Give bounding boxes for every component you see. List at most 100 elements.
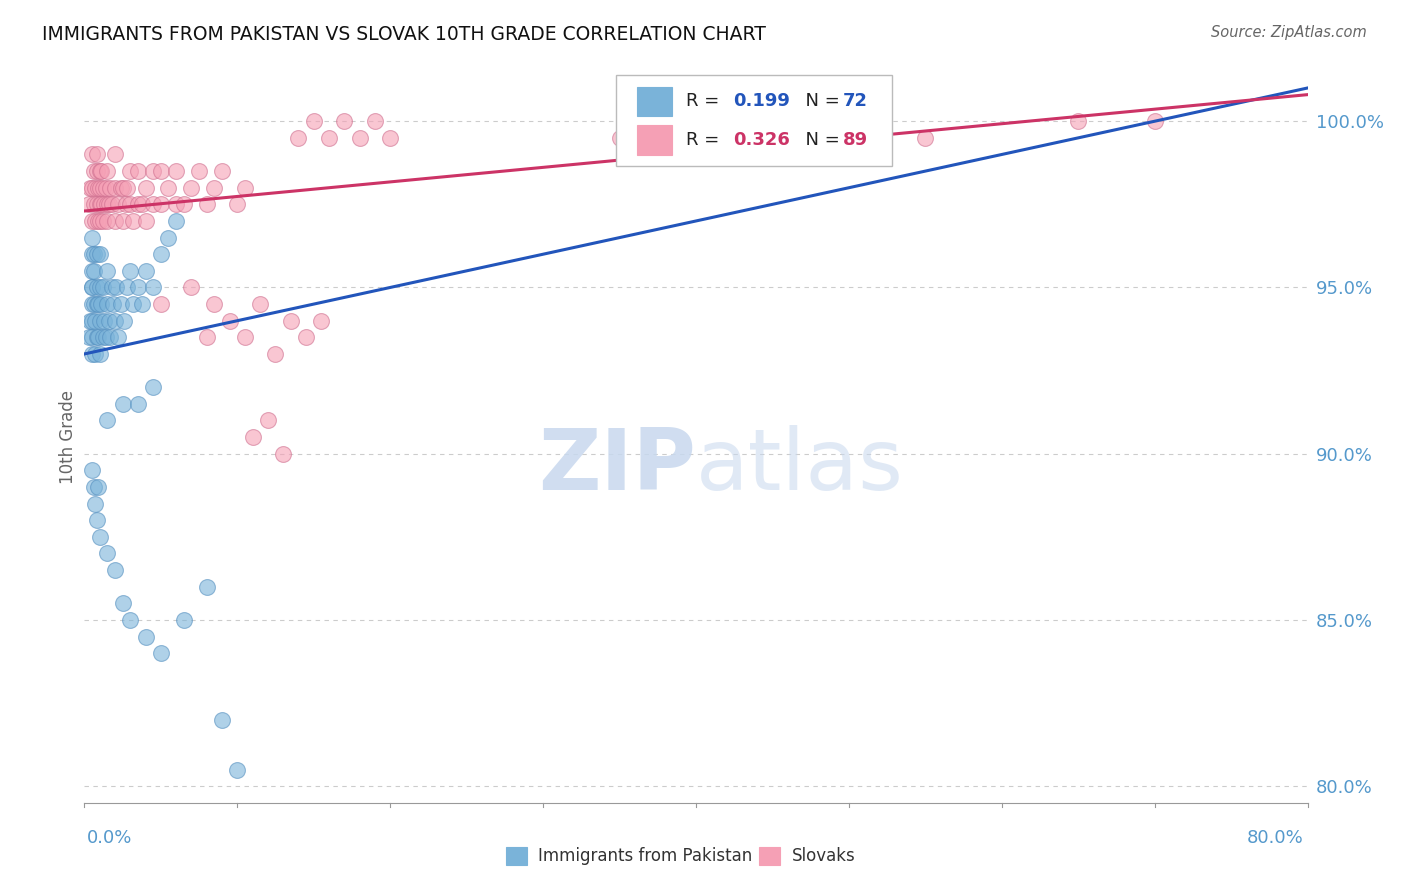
- Point: [83, 297, 105, 311]
- Point: [87, 214, 110, 228]
- Point: [91, 214, 114, 228]
- Point: [142, 164, 165, 178]
- Point: [86, 197, 108, 211]
- Text: 89: 89: [842, 131, 868, 149]
- Point: [638, 147, 661, 161]
- Point: [83, 264, 105, 278]
- Point: [93, 314, 115, 328]
- Point: [226, 197, 249, 211]
- Point: [98, 180, 121, 194]
- Text: 0.326: 0.326: [733, 131, 790, 149]
- Point: [107, 330, 129, 344]
- Point: [89, 214, 111, 228]
- Point: [91, 180, 114, 194]
- Point: [79, 314, 101, 328]
- Point: [104, 563, 127, 577]
- Point: [89, 314, 111, 328]
- Point: [89, 347, 111, 361]
- Point: [364, 114, 387, 128]
- Point: [110, 180, 132, 194]
- Text: 80.0%: 80.0%: [1247, 829, 1303, 847]
- Point: [149, 164, 172, 178]
- Text: atlas: atlas: [696, 425, 904, 508]
- Point: [115, 180, 138, 194]
- Point: [226, 763, 249, 777]
- Point: [96, 264, 118, 278]
- Point: [96, 413, 118, 427]
- Point: [84, 180, 107, 194]
- Point: [103, 297, 125, 311]
- Point: [142, 280, 165, 294]
- Point: [86, 330, 108, 344]
- Point: [80, 347, 103, 361]
- Point: [180, 280, 202, 294]
- Point: [77, 197, 100, 211]
- Point: [94, 180, 117, 194]
- Point: [89, 197, 111, 211]
- Text: R =: R =: [686, 131, 725, 149]
- Point: [87, 180, 110, 194]
- Text: N =: N =: [794, 131, 845, 149]
- Point: [98, 330, 121, 344]
- Point: [188, 164, 211, 178]
- Point: [90, 197, 112, 211]
- Text: Slovaks: Slovaks: [792, 847, 855, 865]
- Point: [127, 197, 149, 211]
- Point: [89, 530, 111, 544]
- Text: 72: 72: [842, 93, 868, 111]
- Point: [96, 214, 118, 228]
- Point: [333, 114, 356, 128]
- Point: [135, 180, 157, 194]
- Point: [80, 147, 103, 161]
- Point: [218, 314, 240, 328]
- Point: [135, 214, 157, 228]
- Point: [86, 164, 108, 178]
- Point: [135, 264, 157, 278]
- Point: [80, 463, 103, 477]
- Point: [257, 413, 280, 427]
- Point: [127, 280, 149, 294]
- Point: [165, 197, 187, 211]
- Point: [233, 330, 256, 344]
- Point: [77, 330, 100, 344]
- Point: [104, 180, 127, 194]
- Point: [202, 297, 225, 311]
- Point: [96, 546, 118, 560]
- Point: [157, 180, 180, 194]
- Point: [280, 314, 302, 328]
- Point: [80, 314, 103, 328]
- Point: [91, 330, 114, 344]
- Point: [83, 197, 105, 211]
- Text: ZIP: ZIP: [538, 425, 696, 508]
- Point: [149, 646, 172, 660]
- Point: [211, 713, 233, 727]
- Point: [84, 347, 107, 361]
- Point: [211, 164, 233, 178]
- Point: [173, 613, 195, 627]
- Point: [96, 164, 118, 178]
- Text: IMMIGRANTS FROM PAKISTAN VS SLOVAK 10TH GRADE CORRELATION CHART: IMMIGRANTS FROM PAKISTAN VS SLOVAK 10TH …: [42, 25, 766, 44]
- Point: [80, 230, 103, 244]
- Point: [86, 280, 108, 294]
- Point: [80, 247, 103, 261]
- Point: [311, 314, 333, 328]
- Point: [120, 197, 142, 211]
- Point: [609, 131, 631, 145]
- Point: [111, 180, 134, 194]
- Point: [122, 297, 145, 311]
- Point: [127, 164, 149, 178]
- Point: [86, 247, 108, 261]
- Point: [104, 214, 127, 228]
- Point: [380, 131, 402, 145]
- Point: [104, 314, 127, 328]
- Point: [295, 330, 318, 344]
- Point: [80, 264, 103, 278]
- Text: R =: R =: [686, 93, 725, 111]
- Text: N =: N =: [794, 93, 845, 111]
- Point: [89, 164, 111, 178]
- Point: [157, 230, 180, 244]
- Bar: [637, 87, 672, 116]
- Point: [107, 197, 129, 211]
- Point: [302, 114, 325, 128]
- Point: [149, 247, 172, 261]
